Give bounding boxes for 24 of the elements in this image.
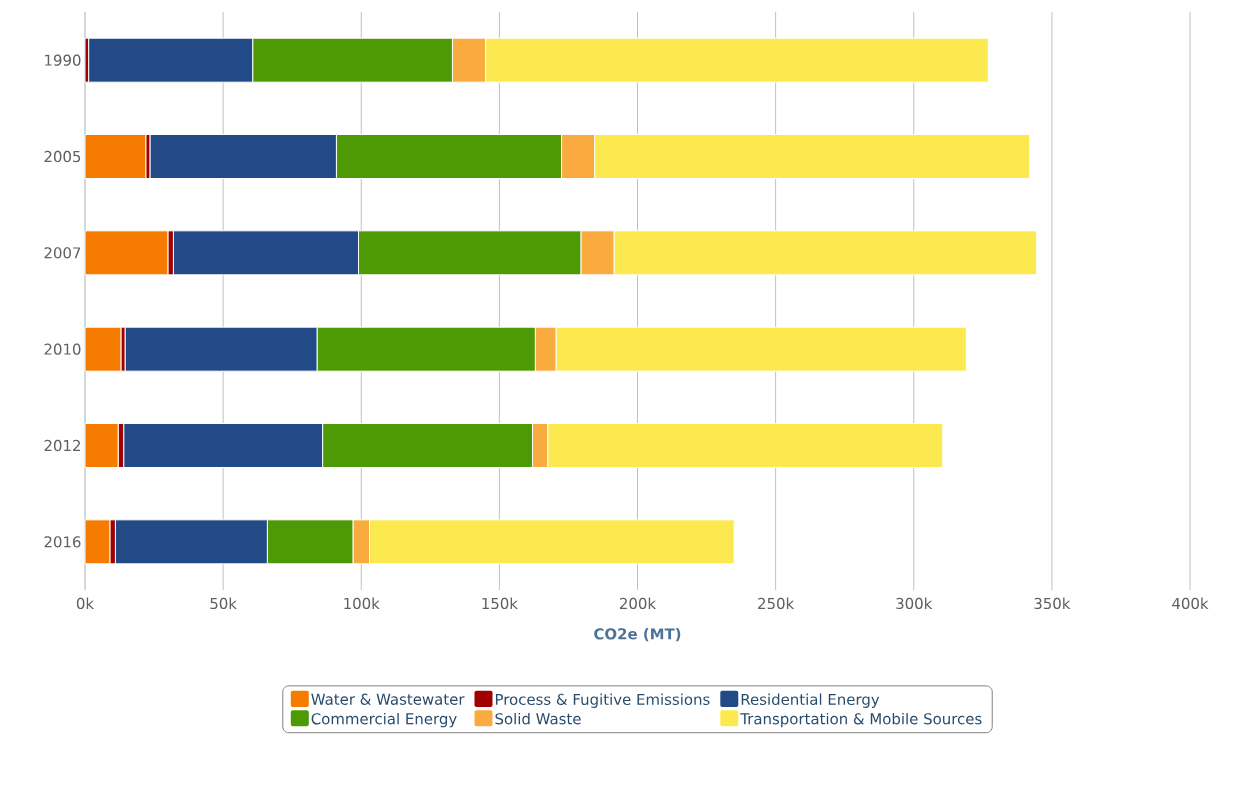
x-tick-label: 50k bbox=[210, 597, 237, 610]
legend-label: Process & Fugitive Emissions bbox=[495, 693, 710, 708]
y-tick-label: 2010 bbox=[44, 343, 81, 355]
y-tick-label: 2005 bbox=[44, 150, 81, 163]
legend-label: Residential Energy bbox=[741, 693, 880, 708]
x-tick-label: 100k bbox=[344, 597, 380, 610]
x-tick-label: 150k bbox=[482, 597, 518, 610]
y-tick-label: 2007 bbox=[44, 247, 81, 259]
bar bbox=[84, 326, 122, 372]
x-tick-label: 350k bbox=[1034, 597, 1071, 610]
x-tick-label: 0k bbox=[76, 597, 95, 610]
x-tick-label: 300k bbox=[896, 597, 933, 610]
y-tick-label: 2012 bbox=[44, 439, 80, 452]
legend-label: Water & Wastewater bbox=[311, 693, 465, 705]
x-tick-label: 250k bbox=[758, 597, 795, 610]
x-tick-label: 400k bbox=[1172, 597, 1209, 610]
y-tick-label: 2016 bbox=[44, 536, 81, 548]
bar bbox=[84, 134, 147, 180]
legend-label: Transportation & Mobile Sources bbox=[740, 712, 982, 728]
y-tick-label: 1990 bbox=[45, 54, 81, 66]
x-tick-label: 200k bbox=[620, 597, 657, 610]
x-axis-title: CO2e (MT) bbox=[594, 627, 681, 642]
legend-label: Solid Waste bbox=[495, 712, 581, 725]
legend-label: Commercial Energy bbox=[311, 712, 457, 728]
